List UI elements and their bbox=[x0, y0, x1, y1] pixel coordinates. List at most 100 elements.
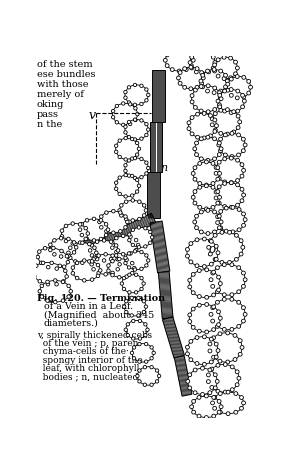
Circle shape bbox=[223, 204, 227, 208]
Circle shape bbox=[219, 109, 223, 112]
Circle shape bbox=[145, 264, 148, 267]
Circle shape bbox=[236, 89, 240, 93]
Circle shape bbox=[150, 383, 153, 386]
Circle shape bbox=[128, 233, 131, 236]
Circle shape bbox=[224, 229, 228, 233]
Circle shape bbox=[215, 379, 219, 383]
Circle shape bbox=[127, 135, 131, 139]
Circle shape bbox=[188, 386, 192, 390]
Circle shape bbox=[197, 414, 201, 418]
Circle shape bbox=[236, 183, 239, 187]
Circle shape bbox=[100, 226, 103, 229]
Circle shape bbox=[195, 86, 199, 89]
Circle shape bbox=[196, 135, 199, 139]
Circle shape bbox=[213, 69, 216, 73]
Circle shape bbox=[226, 132, 229, 136]
Circle shape bbox=[214, 190, 218, 194]
Circle shape bbox=[129, 235, 132, 238]
Circle shape bbox=[219, 405, 223, 409]
Circle shape bbox=[132, 346, 136, 349]
Circle shape bbox=[137, 296, 140, 299]
Circle shape bbox=[213, 108, 217, 111]
Circle shape bbox=[201, 76, 205, 80]
Circle shape bbox=[140, 267, 143, 271]
Circle shape bbox=[147, 166, 150, 170]
Circle shape bbox=[142, 204, 146, 207]
Circle shape bbox=[217, 323, 220, 327]
Circle shape bbox=[205, 330, 209, 334]
Circle shape bbox=[201, 50, 204, 54]
Circle shape bbox=[199, 137, 203, 141]
Circle shape bbox=[110, 246, 114, 250]
Circle shape bbox=[191, 307, 195, 311]
Circle shape bbox=[218, 105, 222, 109]
Circle shape bbox=[229, 156, 233, 160]
Circle shape bbox=[192, 410, 195, 414]
Circle shape bbox=[165, 64, 169, 68]
Circle shape bbox=[195, 67, 199, 70]
Circle shape bbox=[230, 293, 234, 297]
Circle shape bbox=[209, 313, 213, 316]
Circle shape bbox=[95, 258, 99, 261]
Circle shape bbox=[191, 273, 195, 276]
Circle shape bbox=[217, 185, 221, 189]
Circle shape bbox=[218, 91, 221, 94]
Circle shape bbox=[110, 241, 114, 244]
Circle shape bbox=[195, 238, 199, 242]
Circle shape bbox=[217, 288, 220, 292]
Circle shape bbox=[72, 251, 76, 254]
Circle shape bbox=[219, 147, 223, 151]
Ellipse shape bbox=[124, 298, 146, 316]
Circle shape bbox=[133, 83, 137, 86]
Circle shape bbox=[216, 58, 220, 62]
Ellipse shape bbox=[192, 86, 221, 112]
Circle shape bbox=[213, 157, 216, 161]
Circle shape bbox=[118, 209, 121, 212]
Circle shape bbox=[216, 74, 220, 78]
Circle shape bbox=[99, 219, 103, 222]
Circle shape bbox=[124, 136, 127, 140]
Circle shape bbox=[144, 342, 148, 346]
Circle shape bbox=[213, 386, 217, 390]
Text: Fig. 120. — Termination: Fig. 120. — Termination bbox=[37, 294, 165, 303]
Ellipse shape bbox=[80, 219, 108, 241]
Circle shape bbox=[217, 214, 221, 218]
Circle shape bbox=[184, 49, 188, 53]
Circle shape bbox=[216, 177, 220, 181]
Circle shape bbox=[201, 366, 204, 370]
Polygon shape bbox=[148, 172, 160, 218]
Text: diameters.): diameters.) bbox=[44, 319, 98, 328]
Circle shape bbox=[116, 258, 119, 261]
Circle shape bbox=[236, 153, 241, 157]
Circle shape bbox=[115, 181, 118, 184]
Circle shape bbox=[120, 204, 123, 207]
Circle shape bbox=[145, 123, 148, 126]
Text: merely of: merely of bbox=[37, 90, 84, 99]
Circle shape bbox=[207, 70, 211, 74]
Circle shape bbox=[135, 153, 139, 157]
Circle shape bbox=[208, 114, 212, 118]
Circle shape bbox=[138, 360, 141, 363]
Circle shape bbox=[130, 261, 134, 265]
Circle shape bbox=[237, 300, 241, 304]
Circle shape bbox=[119, 229, 122, 233]
Circle shape bbox=[94, 251, 98, 255]
Circle shape bbox=[219, 132, 223, 135]
Circle shape bbox=[60, 235, 64, 238]
Circle shape bbox=[220, 260, 224, 264]
Circle shape bbox=[199, 85, 203, 88]
Circle shape bbox=[209, 278, 213, 282]
Circle shape bbox=[137, 217, 141, 221]
Circle shape bbox=[247, 79, 251, 83]
Circle shape bbox=[213, 118, 217, 122]
Ellipse shape bbox=[187, 337, 218, 364]
Circle shape bbox=[224, 73, 228, 77]
Circle shape bbox=[197, 329, 201, 333]
Circle shape bbox=[218, 103, 221, 107]
Circle shape bbox=[206, 380, 210, 384]
Circle shape bbox=[201, 392, 204, 396]
Circle shape bbox=[104, 222, 108, 226]
Circle shape bbox=[230, 132, 234, 135]
Circle shape bbox=[240, 199, 244, 203]
Circle shape bbox=[64, 239, 68, 243]
